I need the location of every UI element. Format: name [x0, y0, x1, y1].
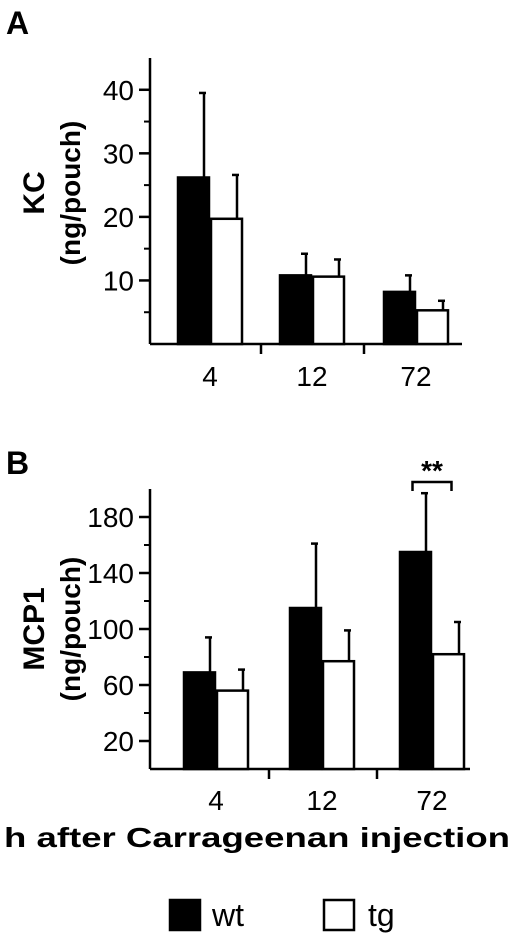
- legend: wt tg: [168, 897, 395, 933]
- legend-swatch-tg: [322, 898, 356, 932]
- panel-a-bar-wt: [382, 290, 417, 346]
- panel-b-plot: 20 60 100 140 180 4 12 72 **: [87, 455, 470, 816]
- panel-a-ytick-label: 40: [103, 75, 134, 106]
- panel-a-ytick-label: 30: [103, 138, 134, 169]
- panel-b-bar-tg: [431, 652, 466, 771]
- panel-b-label: B: [6, 445, 29, 481]
- legend-swatch-wt: [168, 898, 202, 932]
- panel-a: A KC (ng/pouch) 10 20 30 40 4 12 72: [6, 5, 462, 392]
- panel-b-ytick-label: 100: [87, 614, 134, 645]
- panel-a-ytick-label: 20: [103, 202, 134, 233]
- panel-b-category-label: 12: [306, 785, 337, 816]
- panel-a-category-label: 12: [296, 361, 327, 392]
- panel-a-bar-tg: [209, 217, 244, 346]
- panel-a-ytick-label: 10: [103, 265, 134, 296]
- panel-b-category-label: 4: [208, 785, 224, 816]
- legend-label-tg: tg: [368, 897, 395, 933]
- panel-b-ylabel-line1: MCP1: [18, 587, 51, 670]
- legend-label-wt: wt: [211, 897, 244, 933]
- panel-a-label: A: [6, 5, 29, 41]
- x-axis-label: h after Carrageenan injection: [4, 822, 510, 853]
- panel-a-ylabel-line2: (ng/pouch): [55, 121, 86, 266]
- panel-b-ytick-label: 180: [87, 502, 134, 533]
- panel-a-category-label: 72: [400, 361, 431, 392]
- panel-b-category-label: 72: [416, 785, 447, 816]
- panel-b-significance-bracket: [411, 480, 453, 491]
- panel-b-ylabel-line2: (ng/pouch): [55, 557, 86, 702]
- panel-b-ytick-label: 140: [87, 558, 134, 589]
- panel-a-bar-wt: [278, 274, 313, 346]
- panel-a-plot: 10 20 30 40 4 12 72: [103, 58, 462, 392]
- panel-b: B MCP1 (ng/pouch) 20 60 100 140 180 4 12 72 **: [6, 445, 470, 816]
- panel-a-bar-tg: [311, 275, 346, 346]
- panel-b-significance-label: **: [421, 455, 443, 486]
- panel-b-ytick-label: 20: [103, 726, 134, 757]
- panel-a-ylabel-line1: KC: [18, 171, 51, 214]
- panel-b-ytick-label: 60: [103, 670, 134, 701]
- panel-b-bar-wt: [288, 606, 323, 771]
- panel-a-bar-wt: [176, 176, 211, 346]
- panel-b-bar-wt: [182, 671, 217, 771]
- panel-b-bar-tg: [321, 659, 356, 771]
- panel-a-bar-tg: [415, 309, 450, 346]
- panel-a-category-label: 4: [202, 361, 218, 392]
- panel-b-bar-wt: [398, 550, 433, 771]
- panel-b-bar-tg: [215, 689, 250, 771]
